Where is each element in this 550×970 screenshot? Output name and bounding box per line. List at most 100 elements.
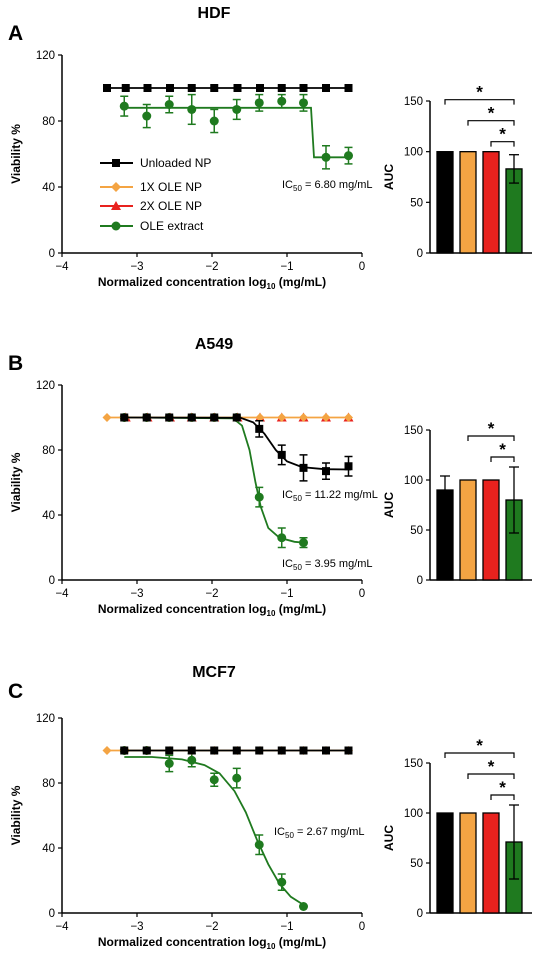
- data-point-unloaded-np: [277, 450, 286, 459]
- data-point-ole-extract: [164, 759, 174, 768]
- data-point-1x-ole-np: [102, 746, 112, 755]
- data-point-ole-extract: [299, 902, 308, 911]
- data-point-unloaded-np: [299, 84, 308, 92]
- data-point-ole-extract: [232, 773, 242, 783]
- significance-star: *: [476, 83, 483, 102]
- y-tick-label: 0: [49, 908, 55, 920]
- bar-1x-ole-np: [459, 479, 477, 581]
- data-point-1x-ole-np: [277, 413, 287, 422]
- data-point-unloaded-np: [322, 84, 330, 92]
- y-axis-title: Viability %: [9, 452, 23, 512]
- y-tick-label: 80: [42, 445, 55, 457]
- data-point-1x-ole-np: [299, 413, 308, 422]
- significance-bracket: [467, 435, 515, 441]
- data-point-1x-ole-np: [321, 413, 331, 422]
- data-point-unloaded-np: [322, 746, 330, 755]
- x-tick-label: 0: [359, 588, 365, 600]
- significance-bracket: [467, 120, 515, 126]
- x-tick-label: −4: [55, 921, 69, 933]
- data-point-ole-extract: [232, 104, 242, 114]
- x-tick-label: −4: [55, 588, 69, 600]
- data-point-unloaded-np: [142, 746, 151, 755]
- panel-title-a549: A549: [195, 336, 233, 353]
- significance-bracket: [444, 752, 515, 758]
- x-tick-label: −3: [130, 588, 143, 600]
- data-point-ole-extract: [344, 151, 353, 161]
- legend-marker-1x: [111, 182, 121, 192]
- y-tick-label: 120: [36, 380, 55, 392]
- ic50-label-mcf7: IC50 = 2.67 mg/mL: [274, 826, 365, 840]
- data-point-ole-extract: [321, 152, 331, 162]
- significance-star: *: [476, 736, 483, 755]
- data-point-unloaded-np: [233, 84, 242, 92]
- bar-y-tick-label: 0: [417, 575, 423, 587]
- ic50-label-a549-unloaded: IC50 = 11.22 mg/mL: [282, 489, 378, 503]
- data-point-ole-extract: [277, 533, 287, 543]
- significance-star: *: [499, 778, 506, 797]
- x-tick-label: 0: [359, 921, 365, 933]
- bar-2x-ole-np: [482, 151, 500, 254]
- bar-y-tick-label: 50: [410, 858, 423, 870]
- x-tick-label: −2: [205, 921, 218, 933]
- significance-bracket: [490, 794, 515, 800]
- data-point-ole-extract: [254, 840, 264, 850]
- legend-marker-unloaded: [112, 159, 120, 167]
- data-point-ole-extract: [142, 111, 152, 121]
- x-tick-label: 0: [359, 261, 365, 273]
- data-point-ole-extract: [299, 538, 308, 548]
- data-point-unloaded-np: [187, 413, 196, 422]
- data-point-unloaded-np: [142, 413, 151, 422]
- significance-star: *: [488, 757, 495, 776]
- legend-label-unloaded: Unloaded NP: [140, 156, 211, 170]
- data-point-ole-extract: [164, 100, 174, 109]
- data-point-unloaded-np: [322, 467, 330, 476]
- bar-y-tick-label: 150: [404, 758, 423, 770]
- data-point-unloaded-np: [187, 84, 196, 92]
- x-axis-title: Normalized concentration log10 (mg/mL): [98, 935, 326, 951]
- y-tick-label: 40: [42, 510, 55, 522]
- data-point-ole-extract: [209, 775, 219, 785]
- y-tick-label: 80: [42, 116, 55, 128]
- data-point-ole-extract: [277, 96, 287, 106]
- x-tick-label: −1: [280, 261, 293, 273]
- bar-unloaded-np: [436, 151, 454, 254]
- data-point-ole-extract: [209, 116, 219, 126]
- bar-y-tick-label: 100: [404, 147, 423, 159]
- fit-curve-ole-extract: [124, 416, 304, 544]
- data-point-unloaded-np: [210, 84, 219, 92]
- data-point-ole-extract: [254, 492, 264, 502]
- significance-star: *: [499, 125, 506, 144]
- bar-1x-ole-np: [459, 812, 477, 914]
- data-point-1x-ole-np: [102, 413, 112, 422]
- panel-title-hdf: HDF: [198, 5, 231, 22]
- bar-y-axis-title: AUC: [382, 825, 396, 851]
- x-axis-title: Normalized concentration log10 (mg/mL): [98, 602, 326, 618]
- panel-letter-c: C: [8, 680, 23, 703]
- data-point-ole-extract: [254, 98, 264, 108]
- bar-y-tick-label: 150: [404, 96, 423, 108]
- data-point-ole-extract: [299, 98, 308, 108]
- bar-y-axis-title: AUC: [382, 164, 396, 190]
- data-point-ole-extract: [187, 104, 197, 114]
- data-point-unloaded-np: [344, 746, 353, 755]
- y-tick-label: 120: [36, 50, 55, 62]
- bar-y-tick-label: 50: [410, 525, 423, 537]
- data-point-unloaded-np: [166, 84, 174, 92]
- data-point-unloaded-np: [344, 462, 353, 471]
- legend-label-1x: 1X OLE NP: [140, 180, 202, 194]
- significance-star: *: [488, 104, 495, 123]
- plots-layer: 0 40 80 120 −4 −3 −2 −1 0 Normalized concentratio…: [9, 50, 532, 951]
- significance-bracket: [467, 773, 515, 779]
- x-tick-label: −4: [55, 261, 69, 273]
- bar-y-tick-label: 50: [410, 197, 423, 209]
- panel-letter-a: A: [8, 22, 23, 45]
- x-tick-label: −2: [205, 261, 218, 273]
- panel-letter-b: B: [8, 352, 23, 375]
- bar-1x-ole-np: [459, 151, 477, 254]
- x-tick-label: −3: [130, 921, 143, 933]
- x-tick-label: −1: [280, 921, 293, 933]
- x-axis-title: Normalized concentration log10 (mg/mL): [98, 275, 326, 291]
- data-point-unloaded-np: [210, 413, 219, 422]
- significance-bracket: [444, 99, 515, 105]
